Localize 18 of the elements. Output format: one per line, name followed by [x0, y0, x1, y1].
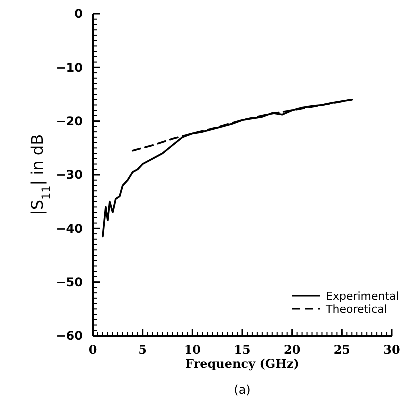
y-tick-label: −30 [56, 168, 83, 182]
x-tick-label: 5 [138, 343, 148, 357]
x-tick-label: 25 [334, 343, 351, 357]
y-tick-label: 0 [74, 7, 83, 22]
y-tick-label: −10 [56, 60, 83, 75]
y-tick-label: −50 [56, 276, 83, 290]
x-tick-label: 30 [384, 343, 400, 357]
x-tick-label: 15 [234, 343, 251, 357]
x-axis-title: Frequency (GHz) [186, 357, 300, 371]
legend-label: Theoretical [325, 302, 388, 316]
y-tick-label: −60 [56, 329, 83, 344]
y-tick-label: −40 [56, 222, 83, 236]
x-tick-label: 20 [284, 343, 301, 357]
x-tick-label: 10 [184, 343, 202, 357]
text: (a) [234, 383, 251, 397]
y-tick-label: −20 [56, 114, 83, 129]
x-tick-label: 0 [88, 343, 98, 357]
legend-label: Experimental [326, 290, 400, 303]
